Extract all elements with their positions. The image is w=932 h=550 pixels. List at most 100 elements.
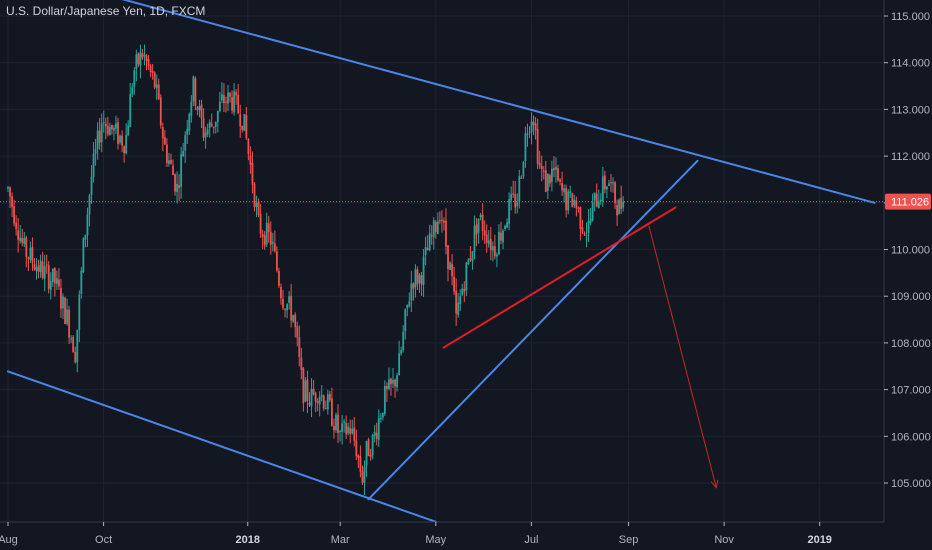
candle-body (371, 435, 374, 456)
upper-channel-line[interactable] (107, 0, 876, 204)
candle-body (102, 122, 105, 124)
candle-body (294, 314, 297, 328)
candle-body (343, 421, 346, 423)
candle-body (518, 176, 521, 202)
candle-body (530, 121, 533, 133)
candle-body (406, 304, 409, 309)
candle-body (174, 174, 176, 192)
candle-body (196, 107, 199, 110)
candle-body (324, 408, 327, 410)
candle-body (298, 337, 301, 357)
drawings[interactable] (7, 0, 876, 529)
candle-body (565, 188, 568, 210)
candle-body (273, 243, 276, 252)
candle-body (192, 76, 195, 102)
candle-body (233, 91, 236, 113)
red-support-line[interactable] (442, 206, 677, 349)
candle-body (465, 262, 468, 291)
candle-body (400, 349, 403, 354)
candle-body (206, 129, 209, 135)
candle-body (524, 133, 527, 162)
candle-body (489, 239, 492, 251)
candle-body (599, 199, 602, 202)
candle-body (88, 195, 91, 215)
candle-body (70, 338, 73, 340)
candle-body (212, 126, 215, 128)
candle-body (288, 296, 291, 303)
candle-body (326, 394, 329, 410)
candle-body (388, 379, 390, 390)
candle-body (86, 214, 89, 236)
candle-body (21, 237, 24, 243)
candle-body (504, 226, 506, 229)
price-tick-label: 108.000 (891, 338, 931, 350)
candle-body (546, 173, 549, 191)
candle-body (290, 295, 293, 321)
candle-body (412, 283, 415, 289)
candle-body (43, 266, 46, 279)
time-axis[interactable]: Aug Oct 2018 Mar May Jul Sep Nov 2019 (0, 522, 832, 546)
candle-body (514, 193, 517, 208)
candle-body (180, 154, 183, 187)
candle-body (168, 160, 170, 164)
candle-body (612, 182, 614, 184)
candle-body (178, 185, 181, 189)
candle-body (241, 125, 244, 131)
candle-body (528, 132, 531, 134)
candle-body (369, 454, 372, 457)
candle-body (243, 114, 246, 131)
candle-body (110, 125, 113, 130)
candle-body (606, 186, 608, 190)
candle-body (553, 168, 555, 171)
candle-body (573, 199, 576, 206)
candle-body (74, 351, 77, 363)
candle-body (351, 428, 354, 434)
price-axis[interactable]: 115.000114.000113.000112.000111.000110.0… (884, 11, 931, 490)
candle-body (188, 114, 191, 131)
candle-body (461, 288, 464, 295)
candle-body (548, 175, 551, 184)
candle-body (402, 331, 405, 351)
candle-body (347, 426, 350, 434)
rising-support-line[interactable] (367, 159, 699, 501)
candle-body (424, 247, 427, 256)
candle-body (436, 221, 439, 234)
candle-body (491, 246, 494, 251)
candle-body (585, 234, 588, 236)
last-price-label: 111.026 (891, 197, 929, 209)
candle-body (430, 235, 433, 237)
candle-body (544, 170, 547, 192)
candle-body (235, 92, 238, 96)
lower-channel-line[interactable] (7, 370, 453, 529)
projection-arrow-head[interactable] (710, 479, 719, 489)
candle-body (534, 123, 537, 131)
candle-body (394, 379, 396, 387)
candle-body (194, 78, 197, 106)
candle-body (304, 380, 307, 402)
candle-body (559, 179, 561, 182)
candle-body (591, 202, 594, 221)
candle-body (159, 97, 162, 126)
candle-body (280, 287, 282, 299)
symbol-title[interactable]: U.S. Dollar/Japanese Yen, 1D, FXCM (6, 4, 206, 18)
candle-body (153, 72, 156, 88)
candle-body (473, 226, 476, 253)
candle-body (121, 135, 123, 146)
candle-body (522, 162, 525, 177)
candle-body (581, 227, 584, 232)
candle-body (35, 267, 38, 272)
candle-body (249, 155, 252, 165)
candle-body (355, 440, 358, 457)
time-tick-label: 2019 (807, 534, 831, 546)
candle-body (383, 385, 386, 414)
candle-body (426, 248, 429, 251)
candle-body (170, 160, 172, 164)
projection-arrow[interactable] (648, 225, 717, 489)
candle-body (569, 191, 572, 193)
candle-body (386, 386, 388, 389)
candle-body (163, 137, 166, 145)
candle-body (253, 183, 256, 208)
candle-body (608, 183, 610, 186)
candle-body (587, 220, 590, 233)
